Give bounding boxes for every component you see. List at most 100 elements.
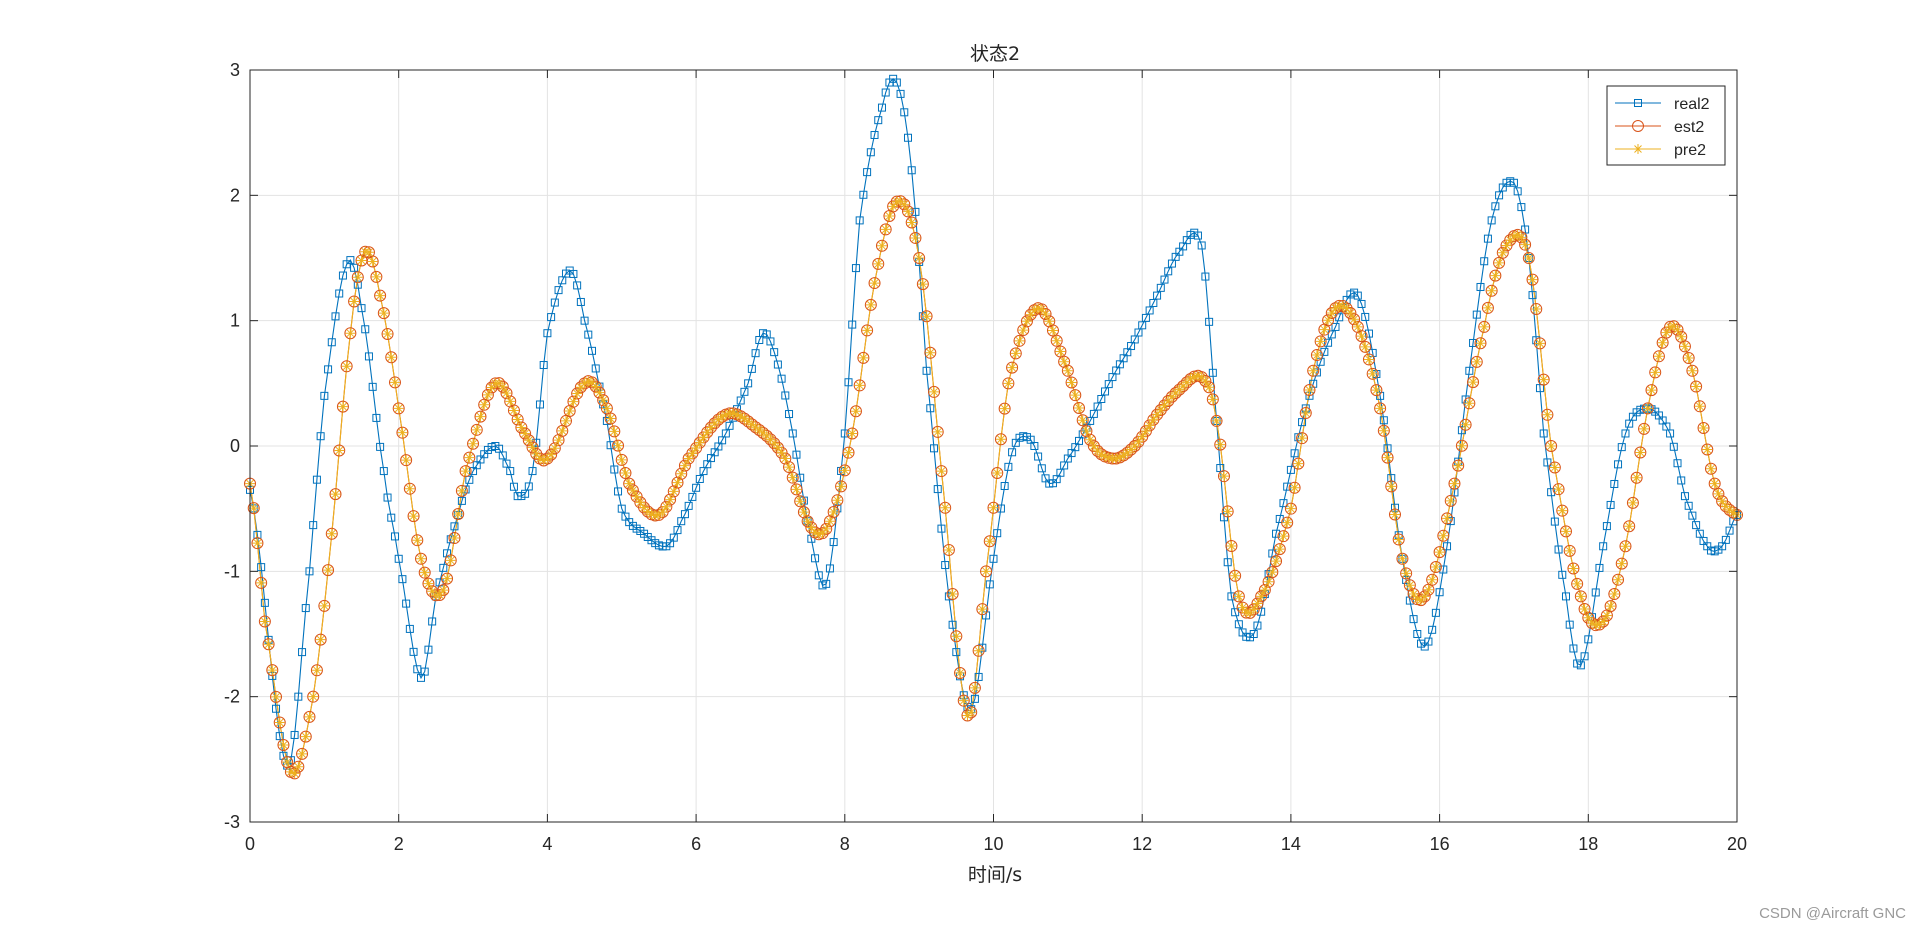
data-point-pre2 [1724, 504, 1735, 515]
legend: real2 est2 pre2 [1606, 85, 1726, 166]
data-point-real2 [257, 563, 266, 572]
data-point-real2 [744, 379, 753, 388]
data-point-pre2 [865, 299, 876, 310]
data-point-pre2 [955, 668, 966, 679]
data-point-est2 [1362, 353, 1375, 366]
data-point-pre2 [378, 308, 389, 319]
data-point-real2 [1008, 448, 1017, 457]
data-point-est2 [879, 223, 892, 236]
data-point-real2 [1547, 488, 1556, 497]
legend-label-est2: est2 [1674, 119, 1704, 136]
data-point-pre2 [940, 502, 951, 513]
data-point-est2 [400, 454, 413, 467]
data-point-pre2 [735, 411, 746, 422]
data-point-real2 [1298, 418, 1307, 427]
data-point-est2 [1225, 540, 1238, 553]
data-point-pre2 [653, 509, 664, 520]
data-point-est2 [1463, 397, 1476, 410]
data-point-pre2 [1527, 274, 1538, 285]
data-point-real2 [316, 432, 325, 441]
data-point-pre2 [850, 406, 861, 417]
data-point-pre2 [876, 240, 887, 251]
data-point-pre2 [1653, 351, 1664, 362]
data-point-real2 [1677, 476, 1686, 485]
data-point-est2 [1478, 320, 1491, 333]
data-point-pre2 [746, 419, 757, 430]
data-point-est2 [1552, 483, 1565, 496]
data-point-pre2 [319, 600, 330, 611]
data-point-est2 [411, 534, 424, 547]
data-point-pre2 [698, 432, 709, 443]
data-point-pre2 [259, 616, 270, 627]
data-point-est2 [325, 527, 338, 540]
data-point-pre2 [1215, 439, 1226, 450]
data-point-est2 [1073, 402, 1086, 415]
data-point-est2 [794, 495, 807, 508]
data-point-real2 [1584, 635, 1593, 644]
data-point-real2 [450, 522, 459, 531]
data-point-pre2 [925, 347, 936, 358]
data-point-pre2 [1263, 576, 1274, 587]
data-point-est2 [968, 681, 981, 694]
data-point-pre2 [1222, 506, 1233, 517]
data-point-est2 [519, 427, 532, 440]
data-point-real2 [1000, 482, 1009, 491]
data-point-pre2 [1200, 375, 1211, 386]
data-point-pre2 [676, 468, 687, 479]
data-point-real2 [457, 496, 466, 505]
data-point-est2 [1415, 594, 1428, 607]
data-point-real2 [584, 330, 593, 339]
data-point-real2 [792, 450, 801, 459]
data-point-pre2 [356, 255, 367, 266]
data-point-real2 [1621, 429, 1630, 438]
data-point-est2 [1418, 590, 1431, 603]
data-point-est2 [991, 467, 1004, 480]
data-point-est2 [1374, 402, 1387, 415]
data-point-real2 [900, 108, 909, 117]
data-point-pre2 [672, 477, 683, 488]
data-point-pre2 [717, 411, 728, 422]
data-point-est2 [1697, 421, 1710, 434]
data-point-real2 [1569, 644, 1578, 653]
data-point-pre2 [531, 448, 542, 459]
data-point-est2 [1441, 512, 1454, 525]
data-point-est2 [258, 615, 271, 628]
data-point-real2 [1201, 272, 1210, 281]
data-point-pre2 [475, 411, 486, 422]
data-point-pre2 [1471, 356, 1482, 367]
data-point-est2 [1452, 459, 1465, 472]
data-point-pre2 [1029, 305, 1040, 316]
data-point-est2 [277, 738, 290, 751]
data-point-est2 [909, 231, 922, 244]
data-point-pre2 [1070, 390, 1081, 401]
data-point-est2 [846, 427, 859, 440]
data-point-pre2 [977, 604, 988, 615]
data-point-real2 [309, 521, 318, 530]
data-point-pre2 [1416, 595, 1427, 606]
data-point-real2 [1249, 630, 1258, 638]
data-point-pre2 [494, 378, 505, 389]
data-point-est2 [1444, 494, 1457, 507]
data-point-pre2 [252, 538, 263, 549]
x-tick-label: 18 [1578, 834, 1598, 854]
data-point-est2 [1255, 590, 1268, 603]
data-point-est2 [1206, 393, 1219, 406]
legend-marker-pre2 [1633, 144, 1643, 154]
data-point-est2 [619, 467, 632, 480]
data-point-pre2 [1694, 401, 1705, 412]
data-point-pre2 [995, 434, 1006, 445]
data-point-est2 [994, 433, 1007, 446]
data-point-pre2 [1575, 591, 1586, 602]
data-point-real2 [907, 166, 916, 175]
data-point-est2 [1615, 557, 1628, 570]
data-point-real2 [740, 387, 749, 396]
data-point-pre2 [981, 566, 992, 577]
data-point-real2 [777, 374, 786, 383]
data-point-real2 [524, 482, 533, 491]
data-point-est2 [1459, 418, 1472, 431]
data-point-est2 [1359, 340, 1372, 353]
data-point-pre2 [1211, 415, 1222, 426]
data-point-real2 [1428, 625, 1437, 634]
data-point-real2 [863, 168, 872, 177]
data-point-est2 [1604, 600, 1617, 613]
